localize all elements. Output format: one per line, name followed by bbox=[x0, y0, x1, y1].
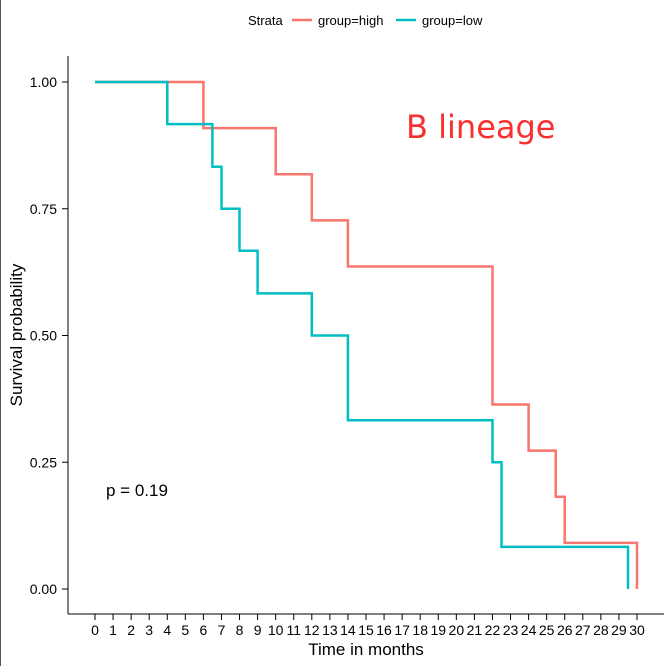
y-tick-label: 0.50 bbox=[30, 328, 57, 344]
x-tick-label: 29 bbox=[611, 622, 627, 638]
x-tick-label: 16 bbox=[376, 622, 392, 638]
x-tick-label: 26 bbox=[557, 622, 573, 638]
x-tick-label: 11 bbox=[286, 622, 301, 638]
annotation-lineage: B lineage bbox=[406, 108, 555, 146]
x-ticks: 0 1 2 3 4 5 6 7 8 9 10 11 12 13 14 15 16 17 18 19 20 21 22 23 24… bbox=[91, 614, 645, 638]
x-tick-label: 18 bbox=[412, 622, 428, 638]
x-tick-label: 10 bbox=[268, 622, 284, 638]
x-tick-label: 25 bbox=[539, 622, 555, 638]
annotation-p-value: p = 0.19 bbox=[106, 481, 168, 500]
x-tick-label: 7 bbox=[218, 622, 226, 638]
x-tick-label: 27 bbox=[575, 622, 591, 638]
x-tick-label: 22 bbox=[485, 622, 501, 638]
x-tick-label: 30 bbox=[629, 622, 645, 638]
x-tick-label: 17 bbox=[394, 622, 410, 638]
survival-curves bbox=[95, 80, 639, 589]
x-axis-title: Time in months bbox=[308, 640, 424, 659]
x-tick-label: 8 bbox=[236, 622, 244, 638]
x-tick-label: 13 bbox=[322, 622, 338, 638]
legend-label-high: group=high bbox=[318, 13, 383, 28]
x-tick-label: 23 bbox=[503, 622, 519, 638]
y-tick-label: 1.00 bbox=[30, 74, 57, 90]
y-axis-title: Survival probability bbox=[7, 263, 26, 406]
y-tick-label: 0.25 bbox=[30, 454, 57, 470]
x-tick-label: 6 bbox=[200, 622, 208, 638]
x-tick-label: 28 bbox=[593, 622, 609, 638]
x-tick-label: 4 bbox=[163, 622, 171, 638]
x-tick-label: 24 bbox=[521, 622, 537, 638]
x-tick-label: 14 bbox=[340, 622, 356, 638]
x-tick-label: 21 bbox=[467, 622, 483, 638]
legend: Strata group=high group=low bbox=[248, 13, 483, 28]
x-tick-label: 19 bbox=[430, 622, 446, 638]
frame-edge bbox=[0, 0, 1, 666]
x-tick-label: 3 bbox=[145, 622, 153, 638]
x-tick-label: 5 bbox=[181, 622, 189, 638]
x-tick-label: 2 bbox=[127, 622, 135, 638]
series-line-group-low bbox=[95, 80, 630, 589]
x-tick-label: 0 bbox=[91, 622, 99, 638]
y-tick-label: 0.00 bbox=[30, 581, 57, 597]
x-tick-label: 1 bbox=[109, 622, 117, 638]
x-tick-label: 9 bbox=[254, 622, 262, 638]
y-ticks: 0.00 0.25 0.50 0.75 1.00 bbox=[30, 74, 68, 597]
x-tick-label: 15 bbox=[358, 622, 374, 638]
series-line-group-high bbox=[95, 80, 639, 589]
x-tick-label: 20 bbox=[449, 622, 465, 638]
y-tick-label: 0.75 bbox=[30, 201, 57, 217]
x-tick-label: 12 bbox=[304, 622, 320, 638]
legend-title: Strata bbox=[248, 13, 283, 28]
legend-label-low: group=low bbox=[422, 13, 483, 28]
